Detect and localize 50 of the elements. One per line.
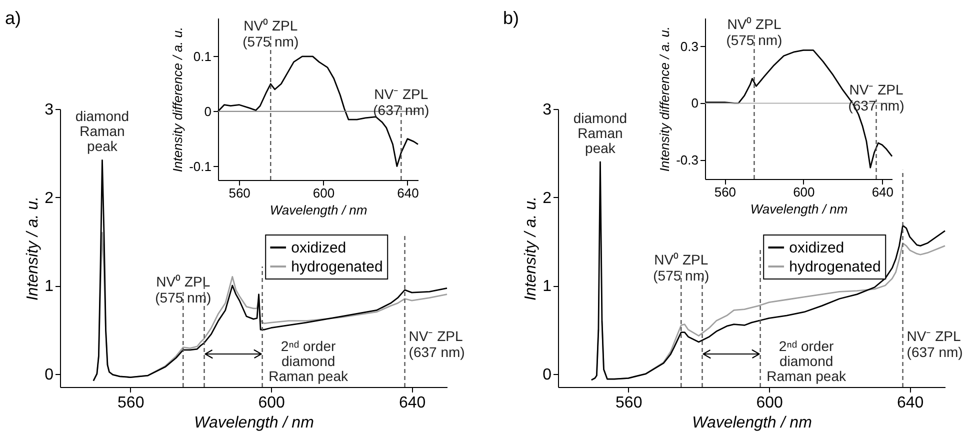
legend-label: hydrogenated [291,258,383,276]
y-tick-label: 0.1 [193,48,212,64]
y-axis-title: Intensity difference / a. u. [170,26,186,172]
x-tick-label: 600 [793,184,815,200]
ref-line-label: NV⁻ ZPL (637 nm) [906,328,963,360]
y-axis-title: Intensity / a. u. [24,196,42,301]
x-tick-label: 600 [258,394,286,412]
x-tick-label: 640 [896,394,924,412]
x-axis-title: Wavelength / nm [692,414,812,432]
x-tick-label: 600 [756,394,784,412]
x-tick-label: 640 [398,394,426,412]
y-axis-title: Intensity / a. u. [522,196,540,301]
y-tick-label: -0.1 [189,158,212,174]
ref-line-label: NV⁻ ZPL (637 nm) [408,328,465,360]
legend-label: hydrogenated [789,258,881,276]
x-axis-title: Wavelength / nm [750,202,848,216]
y-tick-label: 0.3 [680,38,698,54]
x-tick-label: 560 [714,184,736,200]
y-tick-label: 3 [542,102,552,118]
ref-line-label: NV⁰ ZPL (575 nm) [653,252,710,284]
x-tick-label: 640 [397,186,419,200]
annotation: diamond Raman peak [573,110,628,156]
y-tick-label: 2 [542,190,552,207]
x-tick-label: 640 [872,184,894,200]
x-tick-label: 600 [312,186,335,200]
y-tick-label: 0 [204,104,212,119]
x-tick-label: 560 [118,394,144,412]
y-tick-label: 1 [542,278,552,296]
ref-line-label: NV⁰ ZPL (575 nm) [242,17,299,50]
legend-label: oxidized [789,239,844,256]
x-axis-title: Wavelength / nm [194,414,314,432]
chart-title: b) [503,8,520,28]
y-tick-label: -0.3 [676,152,698,168]
y-tick-label: 0 [691,96,698,111]
x-tick-label: 560 [616,394,642,412]
y-axis-title: Intensity difference / a. u. [657,26,672,172]
y-tick-label: 3 [44,102,54,118]
x-tick-label: 560 [228,186,250,200]
y-tick-label: 2 [44,190,54,207]
y-tick-label: 0 [542,366,552,384]
x-axis-title: Wavelength / nm [270,202,368,218]
annotation: 2ⁿᵈ order diamond Raman peak [268,338,349,384]
ref-line-label: NV⁰ ZPL (575 nm) [726,16,782,48]
y-tick-label: 1 [44,278,54,296]
legend-label: oxidized [291,239,346,256]
chart-title: a) [5,8,22,28]
annotation: 2ⁿᵈ order diamond Raman peak [766,338,847,384]
annotation: diamond Raman peak [75,108,130,154]
ref-line-label: NV⁰ ZPL (575 nm) [155,274,212,306]
y-tick-label: 0 [44,366,54,384]
